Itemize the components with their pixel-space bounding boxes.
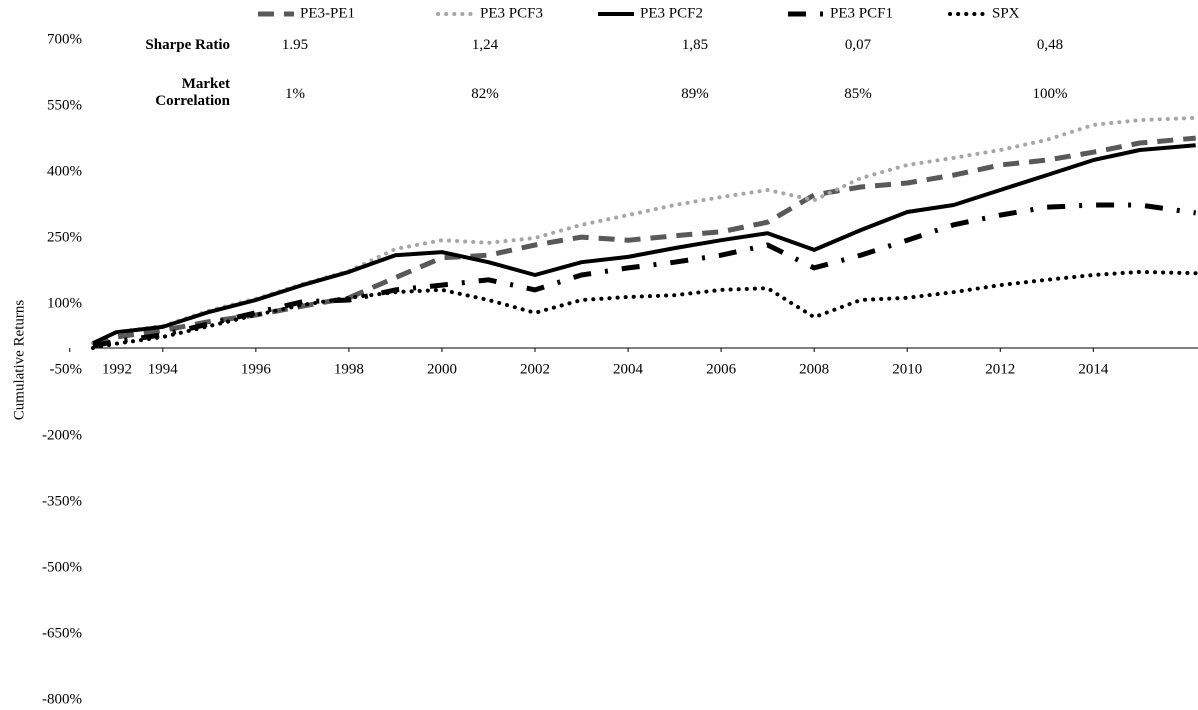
y-tick-label: -500% [42, 559, 82, 575]
legend-label: PE3 PCF3 [480, 5, 543, 21]
y-tick-label: -350% [42, 493, 82, 509]
table-cell: 1,85 [681, 37, 709, 53]
legend-label: PE3-PE1 [300, 5, 355, 21]
y-tick-label: 400% [47, 163, 82, 179]
x-tick-label: 1996 [241, 361, 272, 377]
table-cell: 0,48 [1036, 37, 1064, 53]
x-tick-label: 2008 [799, 361, 829, 377]
x-tick-label: 2002 [520, 361, 550, 377]
y-tick-label: -650% [42, 625, 82, 641]
x-tick-label: 2004 [613, 361, 644, 377]
table-cell: 1.95 [281, 37, 309, 53]
table-cell: 100% [1032, 86, 1068, 102]
x-tick-label: 2014 [1078, 361, 1109, 377]
series-line [92, 143, 1196, 346]
table-cell: 85% [844, 86, 872, 102]
y-axis-label: Cumulative Returns [11, 300, 27, 421]
table-cell: 82% [471, 86, 499, 102]
y-tick-label: 700% [47, 31, 82, 47]
row-label: Market Correlation [155, 76, 230, 109]
x-tick-label: 1994 [148, 361, 179, 377]
table-cell: 0,07 [844, 37, 872, 53]
y-tick-label: 550% [47, 97, 82, 113]
legend-label: PE3 PCF1 [830, 5, 893, 21]
table-cell: 1,24 [471, 37, 499, 53]
series-line [91, 269, 1198, 350]
x-tick-label: 1998 [334, 361, 364, 377]
legend-label: SPX [992, 5, 1020, 21]
series-line [92, 135, 1196, 347]
series-line [91, 115, 1198, 346]
x-tick-label: 2012 [985, 361, 1015, 377]
x-tick-label: 2000 [427, 361, 457, 377]
legend-label: PE3 PCF2 [640, 5, 703, 21]
x-tick-label: 2006 [706, 361, 737, 377]
x-tick-label: 1992 [102, 361, 132, 377]
row-label: Sharpe Ratio [145, 37, 230, 53]
y-tick-label: -200% [42, 427, 82, 443]
y-tick-label: 100% [47, 295, 82, 311]
y-tick-label: -50% [50, 361, 83, 377]
series-line [92, 202, 1197, 349]
x-tick-label: 2010 [892, 361, 922, 377]
table-cell: 89% [681, 86, 709, 102]
y-tick-label: -800% [42, 691, 82, 707]
y-tick-label: 250% [47, 229, 82, 245]
table-cell: 1% [285, 86, 305, 102]
